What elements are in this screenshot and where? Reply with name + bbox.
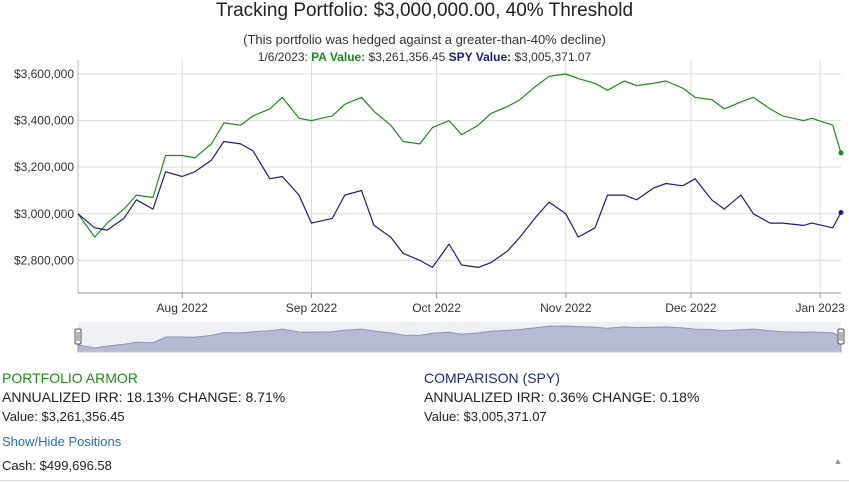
series-marker-spy bbox=[838, 210, 844, 216]
readout-spy-label: SPY Value: bbox=[448, 50, 512, 64]
readout-pa-value: $3,261,356.45 bbox=[368, 50, 446, 64]
chart-subtitle: (This portfolio was hedged against a gre… bbox=[243, 32, 606, 47]
x-tick-label: Sep 2022 bbox=[286, 301, 338, 315]
portfolio-armor-value-label: Value: bbox=[2, 409, 38, 424]
cash-value: $499,696.58 bbox=[39, 458, 112, 473]
y-tick-label: $3,200,000 bbox=[14, 160, 74, 174]
spy-comparison-value: $3,005,371.07 bbox=[463, 409, 547, 424]
x-tick-label: Dec 2022 bbox=[665, 301, 717, 315]
portfolio-armor-value: $3,261,356.45 bbox=[41, 409, 125, 424]
series-marker-pa bbox=[838, 150, 844, 156]
spy-comparison-irr: ANNUALIZED IRR: 0.36% CHANGE: 0.18% bbox=[424, 389, 700, 405]
spy-comparison-value-line: Value: $3,005,371.07 bbox=[424, 407, 699, 426]
show-hide-positions-link[interactable]: Show/Hide Positions bbox=[2, 434, 122, 449]
x-tick-label: Nov 2022 bbox=[540, 301, 592, 315]
line-chart[interactable]: $2,800,000 $3,000,000 $3,200,000 $3,400,000… bbox=[0, 0, 849, 365]
readout-date: 1/6/2023: bbox=[257, 50, 308, 64]
navigator-handle-left[interactable] bbox=[74, 328, 82, 345]
spy-comparison-stats: COMPARISON (SPY) ANNUALIZED IRR: 0.36% C… bbox=[424, 369, 699, 426]
spy-comparison-value-label: Value: bbox=[424, 409, 460, 424]
spy-comparison-title: COMPARISON (SPY) bbox=[424, 370, 560, 386]
portfolio-armor-irr: ANNUALIZED IRR: 18.13% CHANGE: 8.71% bbox=[2, 389, 286, 405]
range-navigator[interactable] bbox=[74, 322, 845, 353]
grid-lines bbox=[78, 60, 841, 293]
series-lines bbox=[77, 73, 844, 268]
series-line-pa bbox=[77, 73, 842, 238]
divider bbox=[0, 480, 849, 481]
cash-label: Cash: bbox=[2, 458, 36, 473]
portfolio-armor-value-line: Value: $3,261,356.45 bbox=[2, 407, 285, 426]
navigator-handle-right[interactable] bbox=[837, 328, 845, 345]
series-line-spy bbox=[77, 140, 842, 268]
readout-pa-label: PA Value: bbox=[311, 50, 366, 64]
x-tick-label: Oct 2022 bbox=[412, 301, 461, 315]
chart-title: Tracking Portfolio: $3,000,000.00, 40% T… bbox=[215, 0, 634, 21]
portfolio-armor-title: PORTFOLIO ARMOR bbox=[2, 370, 138, 386]
triangle-up-icon[interactable]: ▲ bbox=[833, 456, 843, 466]
y-tick-label: $3,400,000 bbox=[14, 114, 74, 128]
navigator-area bbox=[77, 325, 842, 353]
axes: $2,800,000 $3,000,000 $3,200,000 $3,400,000… bbox=[14, 60, 845, 315]
hover-readout: 1/6/2023: PA Value: $3,261,356.45 SPY Va… bbox=[0, 50, 849, 64]
x-tick-label: Jan 2023 bbox=[795, 301, 845, 315]
x-tick-label: Aug 2022 bbox=[157, 301, 209, 315]
y-tick-label: $3,000,000 bbox=[14, 207, 74, 221]
portfolio-armor-stats: PORTFOLIO ARMOR ANNUALIZED IRR: 18.13% C… bbox=[2, 369, 285, 426]
y-tick-label: $2,800,000 bbox=[14, 253, 74, 267]
y-tick-label: $3,600,000 bbox=[14, 67, 74, 81]
readout-spy-value: $3,005,371.07 bbox=[514, 50, 592, 64]
cash-line: Cash: $499,696.58 bbox=[2, 458, 112, 473]
